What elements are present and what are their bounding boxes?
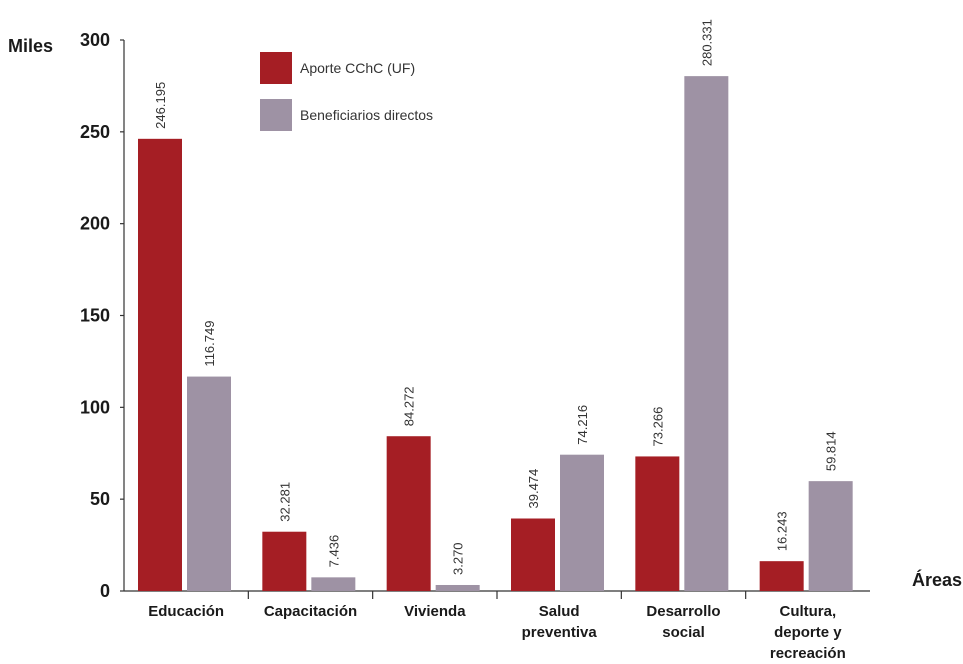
bar <box>262 531 307 591</box>
category-label: Educación <box>148 603 224 620</box>
category-label: Salud <box>539 603 580 620</box>
bar <box>138 138 182 592</box>
data-label: 280.331 <box>699 19 714 66</box>
axes: 0 50 100 150 200 250 300 Miles Áreas <box>8 30 962 601</box>
y-tick-label: 150 <box>80 306 110 326</box>
y-axis-title: Miles <box>8 36 53 56</box>
category-label: Cultura, <box>779 603 836 620</box>
legend-swatch <box>260 52 292 84</box>
bars <box>138 76 853 592</box>
data-label: 74.216 <box>575 405 590 445</box>
y-tick-label: 200 <box>80 214 110 234</box>
bar <box>560 454 604 591</box>
data-label: 84.272 <box>402 386 417 426</box>
category-label: deporte y <box>774 624 842 641</box>
data-label: 3.270 <box>451 542 466 575</box>
category-label: recreación <box>770 645 846 662</box>
bar <box>511 518 555 591</box>
x-axis-title: Áreas <box>912 569 962 590</box>
labels: Educación 246.195 116.749 Capacitación 32.28… <box>148 19 846 662</box>
data-label: 7.436 <box>326 535 341 568</box>
data-label: 59.814 <box>824 431 839 471</box>
data-label: 246.195 <box>153 82 168 129</box>
bar <box>635 456 680 591</box>
data-label: 73.266 <box>650 407 665 447</box>
y-tick-label: 100 <box>80 397 110 417</box>
data-label: 39.474 <box>526 469 541 509</box>
category-label: preventiva <box>522 624 598 641</box>
bar <box>187 376 231 591</box>
y-tick-label: 0 <box>100 581 110 601</box>
bar <box>435 584 480 591</box>
data-label: 116.749 <box>202 321 217 367</box>
category-label: Capacitación <box>264 603 357 620</box>
data-label: 16.243 <box>775 511 790 551</box>
category-label: Desarrollo <box>646 603 720 620</box>
category-label: Vivienda <box>404 603 466 620</box>
bar <box>386 436 431 591</box>
category-label: social <box>662 624 705 641</box>
bar <box>808 481 853 591</box>
bar <box>311 577 356 591</box>
legend-label: Beneficiarios directos <box>300 107 433 123</box>
y-tick-label: 300 <box>80 30 110 50</box>
legend-label: Aporte CChC (UF) <box>300 60 415 76</box>
legend-swatch <box>260 99 292 131</box>
bar <box>684 76 729 592</box>
y-tick-label: 50 <box>90 489 110 509</box>
y-tick-label: 250 <box>80 122 110 142</box>
bar <box>759 561 804 591</box>
data-label: 32.281 <box>277 482 292 522</box>
legend: Aporte CChC (UF) Beneficiarios directos <box>260 52 433 131</box>
